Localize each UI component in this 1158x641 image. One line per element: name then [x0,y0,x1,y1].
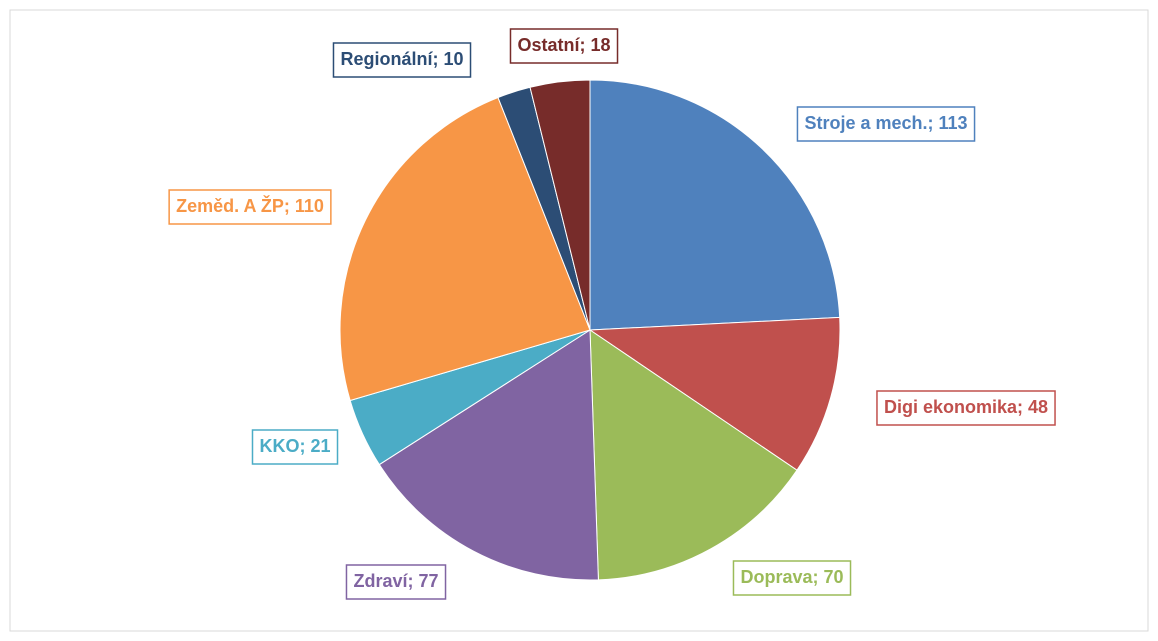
data-label-box [251,429,339,465]
pie-slice [378,329,599,581]
data-label: Digi ekonomika; 48 [884,397,1048,417]
data-label: Zdraví; 77 [353,571,438,591]
data-label: Zeměd. A ŽP; 110 [176,195,324,216]
data-label: Ostatní; 18 [517,35,610,55]
pie-slice [589,329,798,581]
data-label: KKO; 21 [259,436,330,456]
data-label-box [732,560,852,596]
pie-slice [588,316,841,471]
pie-slice [589,79,841,331]
data-label-box [332,42,472,78]
data-label: Stroje a mech.; 113 [804,113,967,133]
data-label-box [168,189,332,225]
pie-slice [529,79,591,331]
data-label: Regionální; 10 [340,49,463,69]
data-label-box [509,28,619,64]
data-label-box [876,390,1056,426]
data-label: Doprava; 70 [740,567,843,587]
data-label-box [345,564,447,600]
data-label-box [796,106,976,142]
